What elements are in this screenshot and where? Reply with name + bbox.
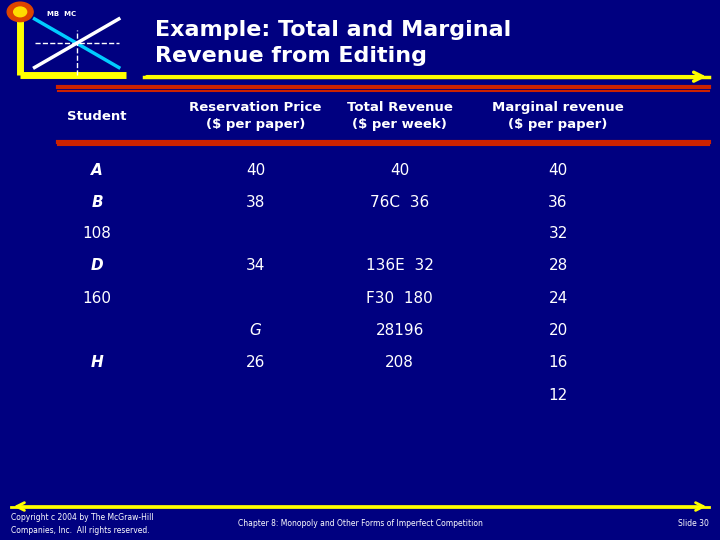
Text: 36: 36 xyxy=(548,195,568,210)
Text: 32: 32 xyxy=(549,226,567,241)
Text: G: G xyxy=(250,323,261,338)
Text: 12: 12 xyxy=(549,388,567,403)
Text: 160: 160 xyxy=(83,291,112,306)
Text: A: A xyxy=(91,163,103,178)
Text: Student: Student xyxy=(68,110,127,123)
Text: Example: Total and Marginal: Example: Total and Marginal xyxy=(155,19,511,40)
Text: 108: 108 xyxy=(83,226,112,241)
Text: 24: 24 xyxy=(549,291,567,306)
Text: 34: 34 xyxy=(246,258,265,273)
Text: Slide 30: Slide 30 xyxy=(678,519,709,528)
Text: 28196: 28196 xyxy=(375,323,424,338)
Text: Copyright c 2004 by The McGraw-Hill
Companies, Inc.  All rights reserved.: Copyright c 2004 by The McGraw-Hill Comp… xyxy=(11,513,153,535)
Text: Marginal revenue
($ per paper): Marginal revenue ($ per paper) xyxy=(492,101,624,131)
Text: D: D xyxy=(91,258,104,273)
Text: H: H xyxy=(91,355,104,370)
Text: 40: 40 xyxy=(246,163,265,178)
Text: 28: 28 xyxy=(549,258,567,273)
Text: Reservation Price
($ per paper): Reservation Price ($ per paper) xyxy=(189,101,322,131)
Text: 20: 20 xyxy=(549,323,567,338)
Circle shape xyxy=(7,2,33,22)
Text: 38: 38 xyxy=(246,195,265,210)
Text: MB  MC: MB MC xyxy=(47,10,76,17)
Text: 76C  36: 76C 36 xyxy=(370,195,429,210)
Text: 208: 208 xyxy=(385,355,414,370)
Text: 26: 26 xyxy=(246,355,265,370)
Text: Revenue from Editing: Revenue from Editing xyxy=(155,46,427,66)
Text: 16: 16 xyxy=(549,355,567,370)
Text: B: B xyxy=(91,195,103,210)
Text: 40: 40 xyxy=(390,163,409,178)
Circle shape xyxy=(14,7,27,17)
Text: Total Revenue
($ per week): Total Revenue ($ per week) xyxy=(346,101,453,131)
Text: Chapter 8: Monopoly and Other Forms of Imperfect Competition: Chapter 8: Monopoly and Other Forms of I… xyxy=(238,519,482,528)
Text: F30  180: F30 180 xyxy=(366,291,433,306)
Text: 136E  32: 136E 32 xyxy=(366,258,433,273)
Text: 40: 40 xyxy=(549,163,567,178)
